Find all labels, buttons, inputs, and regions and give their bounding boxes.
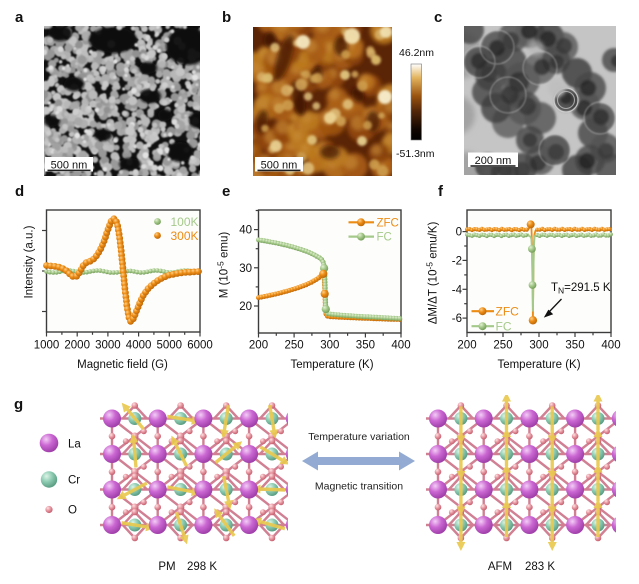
svg-text:a: a <box>15 9 24 26</box>
svg-text:20: 20 <box>239 301 252 313</box>
svg-text:b: b <box>222 9 231 26</box>
svg-text:AFM: AFM <box>488 561 512 573</box>
svg-text:40: 40 <box>239 225 252 237</box>
svg-text:100K: 100K <box>171 215 199 229</box>
svg-text:400: 400 <box>601 340 620 352</box>
svg-text:0: 0 <box>456 227 462 239</box>
svg-text:FC: FC <box>496 320 512 334</box>
svg-text:250: 250 <box>493 340 512 352</box>
svg-text:PM: PM <box>158 561 175 573</box>
svg-text:O: O <box>68 505 77 517</box>
svg-text:Temperature (K): Temperature (K) <box>290 359 373 371</box>
svg-text:200: 200 <box>457 340 476 352</box>
svg-text:2000: 2000 <box>64 340 90 352</box>
svg-text:Magnetic field (G): Magnetic field (G) <box>77 359 168 371</box>
svg-text:g: g <box>14 396 23 413</box>
svg-text:200: 200 <box>249 340 268 352</box>
svg-text:500 nm: 500 nm <box>261 160 298 172</box>
svg-text:30: 30 <box>239 263 252 275</box>
svg-text:283 K: 283 K <box>525 561 555 573</box>
svg-text:La: La <box>68 439 81 451</box>
svg-text:300K: 300K <box>171 229 199 243</box>
svg-text:ZFC: ZFC <box>377 218 399 230</box>
svg-text:298 K: 298 K <box>187 561 217 573</box>
svg-text:500 nm: 500 nm <box>51 160 88 172</box>
svg-text:300: 300 <box>529 340 548 352</box>
svg-text:6000: 6000 <box>187 340 213 352</box>
svg-text:350: 350 <box>565 340 584 352</box>
svg-text:3000: 3000 <box>95 340 121 352</box>
svg-text:-51.3nm: -51.3nm <box>396 148 435 160</box>
svg-text:ΔM/ΔT (10-5 emu/K): ΔM/ΔT (10-5 emu/K) <box>425 222 440 325</box>
svg-text:Cr: Cr <box>68 475 80 487</box>
svg-text:M (10-5 emu): M (10-5 emu) <box>216 232 231 299</box>
svg-text:f: f <box>438 183 444 200</box>
svg-text:Temperature variation: Temperature variation <box>308 431 410 443</box>
svg-text:1000: 1000 <box>34 340 60 352</box>
svg-text:c: c <box>434 9 442 26</box>
svg-text:FC: FC <box>377 232 392 244</box>
svg-text:Intensity (a.u.): Intensity (a.u.) <box>24 225 36 298</box>
svg-text:d: d <box>15 183 24 200</box>
svg-text:300: 300 <box>320 340 339 352</box>
svg-text:4000: 4000 <box>126 340 152 352</box>
svg-text:250: 250 <box>285 340 304 352</box>
svg-text:46.2nm: 46.2nm <box>399 47 434 59</box>
svg-text:Magnetic transition: Magnetic transition <box>315 481 403 493</box>
svg-text:350: 350 <box>356 340 375 352</box>
svg-text:-4: -4 <box>452 284 463 296</box>
svg-text:e: e <box>222 183 230 200</box>
svg-text:5000: 5000 <box>157 340 183 352</box>
svg-text:Temperature (K): Temperature (K) <box>497 359 580 371</box>
svg-text:400: 400 <box>391 340 410 352</box>
svg-text:200 nm: 200 nm <box>475 155 512 167</box>
svg-text:TN=291.5 K: TN=291.5 K <box>551 282 611 296</box>
svg-text:ZFC: ZFC <box>496 305 520 319</box>
svg-text:-2: -2 <box>452 255 462 267</box>
svg-text:-6: -6 <box>452 313 462 325</box>
